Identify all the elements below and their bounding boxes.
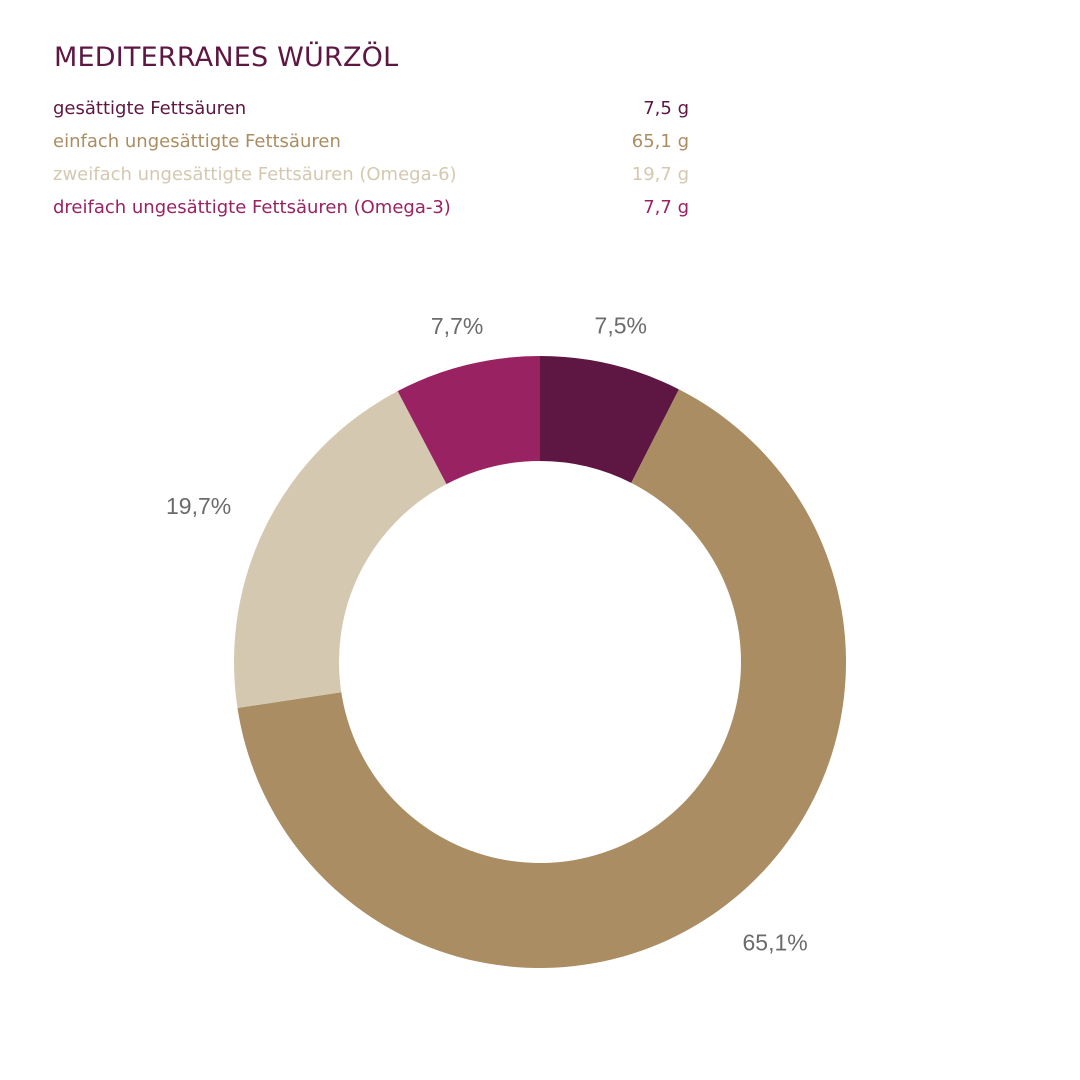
- label-omega3: 7,7%: [431, 313, 483, 339]
- label-omega6: 19,7%: [166, 493, 231, 519]
- legend-value: 65,1 g: [631, 131, 689, 152]
- legend-item-omega6: zweifach ungesättigte Fettsäuren (Omega-…: [53, 162, 689, 195]
- slice-omega3: [397, 356, 540, 485]
- legend-value: 19,7 g: [631, 164, 689, 185]
- legend-item-monounsaturated: einfach ungesättigte Fettsäuren 65,1 g: [53, 129, 689, 162]
- slice-monounsaturated: [237, 389, 847, 968]
- slice-omega6: [233, 391, 447, 708]
- legend-value: 7,7 g: [643, 197, 689, 218]
- legend-label: dreifach ungesättigte Fettsäuren (Omega-…: [53, 197, 451, 218]
- legend-label: einfach ungesättigte Fettsäuren: [53, 131, 341, 152]
- legend-item-saturated: gesättigte Fettsäuren 7,5 g: [53, 96, 689, 129]
- legend: gesättigte Fettsäuren 7,5 g einfach unge…: [53, 96, 689, 228]
- chart-title: MEDITERRANES WÜRZÖL: [54, 42, 399, 73]
- legend-item-omega3: dreifach ungesättigte Fettsäuren (Omega-…: [53, 195, 689, 228]
- label-saturated: 7,5%: [595, 313, 647, 339]
- legend-value: 7,5 g: [643, 98, 689, 119]
- legend-label: zweifach ungesättigte Fettsäuren (Omega-…: [53, 164, 457, 185]
- slice-saturated: [540, 356, 679, 483]
- label-monounsaturated: 65,1%: [742, 930, 807, 956]
- legend-label: gesättigte Fettsäuren: [53, 98, 247, 119]
